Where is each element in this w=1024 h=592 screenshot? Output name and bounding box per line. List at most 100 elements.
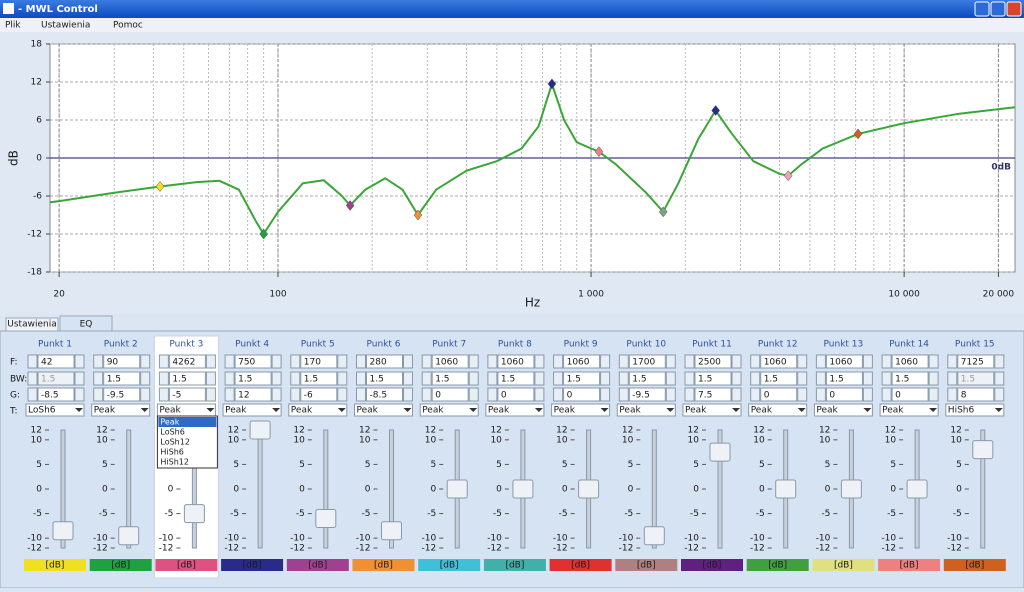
spin-down[interactable] — [93, 371, 104, 386]
spin-up[interactable] — [994, 354, 1005, 369]
spin-down[interactable] — [224, 371, 235, 386]
spin-up[interactable] — [928, 387, 939, 402]
spin-input[interactable] — [366, 387, 403, 402]
spin-up[interactable] — [600, 354, 611, 369]
spin-down[interactable] — [356, 387, 366, 402]
spin-up[interactable] — [600, 371, 611, 386]
spin-up[interactable] — [403, 387, 413, 402]
slider-thumb[interactable] — [643, 526, 665, 546]
spin-input[interactable] — [628, 354, 666, 369]
spin-up[interactable] — [140, 354, 151, 369]
spin-up[interactable] — [403, 371, 413, 386]
eq-point-marker[interactable] — [658, 206, 668, 218]
eq-point-marker[interactable] — [853, 128, 863, 140]
spin-up[interactable] — [534, 387, 545, 402]
spin-input[interactable] — [694, 387, 732, 402]
spin-down[interactable] — [158, 354, 169, 369]
spin-down[interactable] — [815, 371, 826, 386]
spin-down[interactable] — [487, 354, 498, 369]
menu-item[interactable]: Pomoc — [113, 21, 143, 31]
spin-down[interactable] — [815, 354, 826, 369]
spin-input[interactable] — [825, 371, 863, 386]
spin-down[interactable] — [93, 354, 104, 369]
type-select[interactable] — [879, 403, 939, 417]
spin-up[interactable] — [74, 387, 85, 402]
spin-input[interactable] — [760, 371, 798, 386]
minimize-button[interactable] — [974, 1, 990, 17]
spin-up[interactable] — [74, 354, 85, 369]
spin-input[interactable] — [168, 354, 206, 369]
spin-input[interactable] — [431, 354, 469, 369]
spin-input[interactable] — [431, 387, 469, 402]
spin-up[interactable] — [862, 371, 873, 386]
slider-thumb[interactable] — [381, 521, 402, 541]
eq-point-marker[interactable] — [155, 181, 165, 192]
spin-up[interactable] — [205, 371, 216, 386]
spin-input[interactable] — [37, 354, 75, 369]
type-select[interactable] — [748, 403, 808, 417]
dropdown-option[interactable]: HiSh12 — [160, 458, 189, 467]
spin-up[interactable] — [731, 387, 742, 402]
spin-down[interactable] — [553, 371, 564, 386]
spin-input[interactable] — [760, 387, 798, 402]
spin-up[interactable] — [140, 371, 151, 386]
spin-down[interactable] — [93, 387, 104, 402]
slider-thumb[interactable] — [709, 442, 731, 462]
spin-up[interactable] — [468, 387, 479, 402]
spin-up[interactable] — [797, 387, 808, 402]
type-select[interactable] — [419, 403, 479, 417]
spin-input[interactable] — [628, 371, 666, 386]
spin-input[interactable] — [825, 354, 863, 369]
eq-point-marker[interactable] — [259, 228, 268, 240]
slider-thumb[interactable] — [183, 504, 205, 524]
eq-point-marker[interactable] — [413, 209, 423, 221]
spin-up[interactable] — [534, 354, 545, 369]
spin-up[interactable] — [797, 354, 808, 369]
type-select[interactable] — [91, 403, 151, 417]
spin-down[interactable] — [553, 354, 564, 369]
tab[interactable] — [59, 315, 113, 332]
spin-down[interactable] — [356, 354, 366, 369]
eq-point-marker[interactable] — [345, 200, 355, 211]
slider-thumb[interactable] — [118, 526, 140, 546]
spin-down[interactable] — [684, 387, 695, 402]
spin-down[interactable] — [158, 387, 169, 402]
spin-up[interactable] — [468, 354, 479, 369]
dropdown-option[interactable]: LoSh12 — [160, 438, 190, 447]
spin-up[interactable] — [862, 354, 873, 369]
spin-up[interactable] — [271, 387, 282, 402]
spin-up[interactable] — [994, 387, 1005, 402]
spin-down[interactable] — [421, 387, 432, 402]
menu-item[interactable]: Ustawienia — [41, 21, 90, 31]
spin-input[interactable] — [563, 354, 601, 369]
spin-input[interactable] — [497, 354, 535, 369]
spin-up[interactable] — [797, 371, 808, 386]
type-select[interactable] — [551, 403, 611, 417]
spin-up[interactable] — [731, 354, 742, 369]
type-select[interactable] — [945, 403, 1005, 417]
spin-up[interactable] — [928, 371, 939, 386]
spin-down[interactable] — [158, 371, 169, 386]
spin-input[interactable] — [891, 354, 929, 369]
eq-point-marker[interactable] — [783, 170, 793, 182]
spin-up[interactable] — [665, 354, 676, 369]
spin-input[interactable] — [760, 354, 798, 369]
spin-down[interactable] — [27, 387, 38, 402]
spin-up[interactable] — [271, 354, 282, 369]
tab[interactable] — [5, 317, 59, 332]
spin-up[interactable] — [928, 354, 939, 369]
spin-down[interactable] — [421, 371, 432, 386]
spin-down[interactable] — [815, 387, 826, 402]
spin-input[interactable] — [431, 371, 469, 386]
type-select[interactable] — [813, 403, 873, 417]
spin-up[interactable] — [205, 354, 216, 369]
slider-thumb[interactable] — [52, 521, 74, 541]
spin-input[interactable] — [37, 387, 75, 402]
spin-down[interactable] — [290, 354, 301, 369]
type-select[interactable] — [485, 403, 545, 417]
dropdown-option[interactable]: LoSh6 — [160, 428, 184, 437]
spin-down[interactable] — [881, 371, 892, 386]
type-select[interactable] — [354, 403, 413, 417]
spin-up[interactable] — [337, 371, 348, 386]
dropdown-option[interactable]: HiSh6 — [160, 448, 183, 457]
